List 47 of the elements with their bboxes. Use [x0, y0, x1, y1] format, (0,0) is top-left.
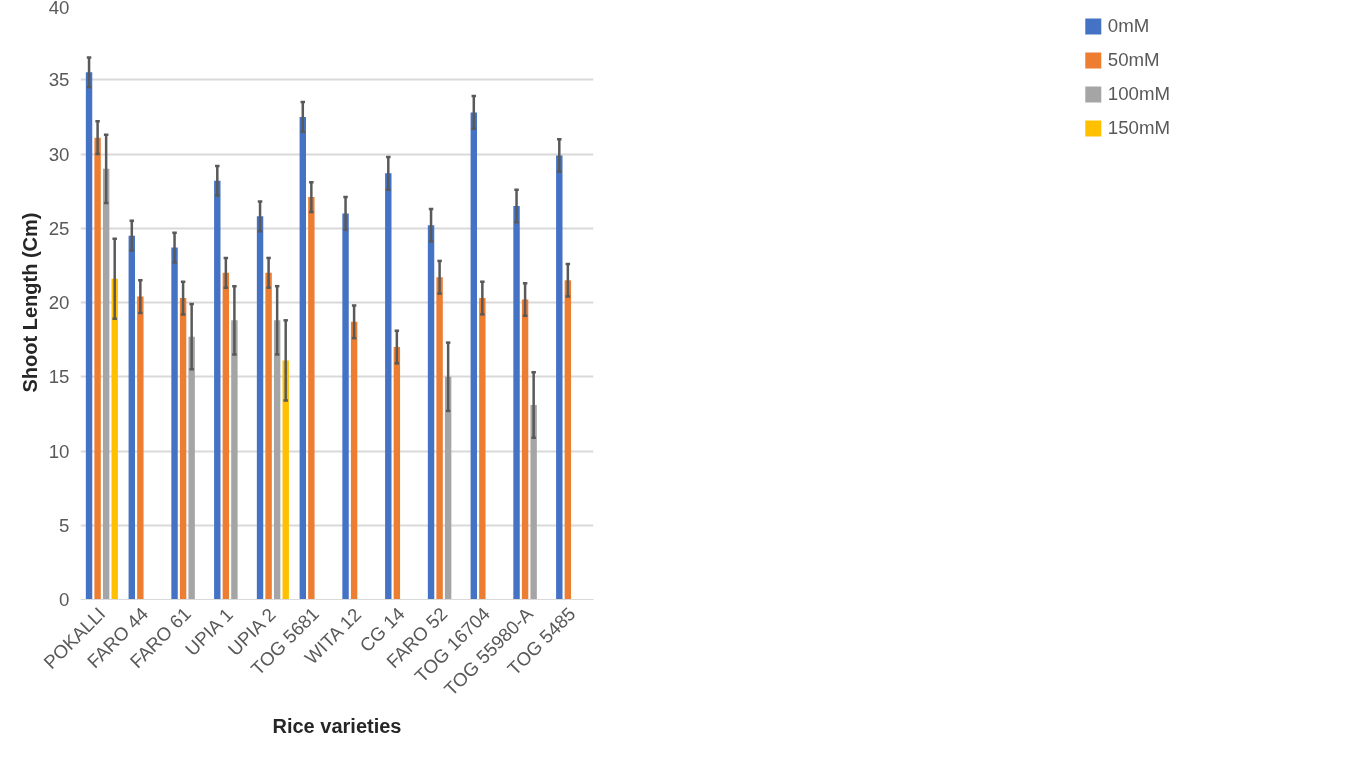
legend-label: 0mM	[1107, 15, 1150, 37]
bar	[436, 277, 443, 600]
bar	[444, 376, 452, 600]
legend-label: 100mM	[1107, 83, 1170, 105]
bar	[385, 173, 392, 600]
bar	[342, 213, 349, 600]
bar	[282, 360, 289, 600]
bar	[94, 137, 101, 600]
bar	[479, 298, 486, 600]
bar	[299, 116, 307, 600]
bar	[111, 278, 118, 600]
bar	[256, 216, 264, 600]
bar	[513, 205, 520, 600]
bar	[350, 321, 358, 600]
x-axis-title: Rice varieties	[272, 715, 402, 738]
bar	[137, 296, 144, 600]
y-tick-label: 5	[59, 514, 70, 536]
y-tick-label: 40	[48, 0, 70, 18]
bar	[188, 336, 195, 600]
y-tick-label: 30	[48, 143, 70, 165]
bar	[265, 272, 272, 600]
y-tick-label: 10	[48, 440, 70, 462]
y-tick-label: 25	[48, 217, 70, 239]
legend-label: 150mM	[1107, 117, 1170, 139]
y-tick-label: 0	[59, 589, 70, 610]
bar	[308, 197, 315, 600]
bar	[231, 320, 238, 600]
bar	[427, 225, 435, 600]
y-axis-title: Shoot Length (Cm)	[18, 212, 41, 393]
bar	[171, 247, 178, 600]
y-tick-label: 35	[48, 69, 70, 91]
bar	[222, 272, 230, 600]
bar	[85, 72, 93, 600]
y-tick-label: 20	[48, 292, 70, 313]
bar	[470, 112, 478, 600]
bar	[179, 298, 187, 600]
bar	[521, 299, 529, 600]
bar	[564, 280, 572, 600]
legend-label: 50mM	[1107, 49, 1160, 71]
bar	[128, 235, 136, 600]
y-tick-label: 15	[48, 366, 70, 388]
bar	[556, 155, 563, 600]
bar	[214, 180, 221, 600]
bar	[393, 347, 401, 600]
bar	[273, 320, 281, 600]
bar	[102, 168, 110, 600]
bar	[530, 404, 537, 600]
